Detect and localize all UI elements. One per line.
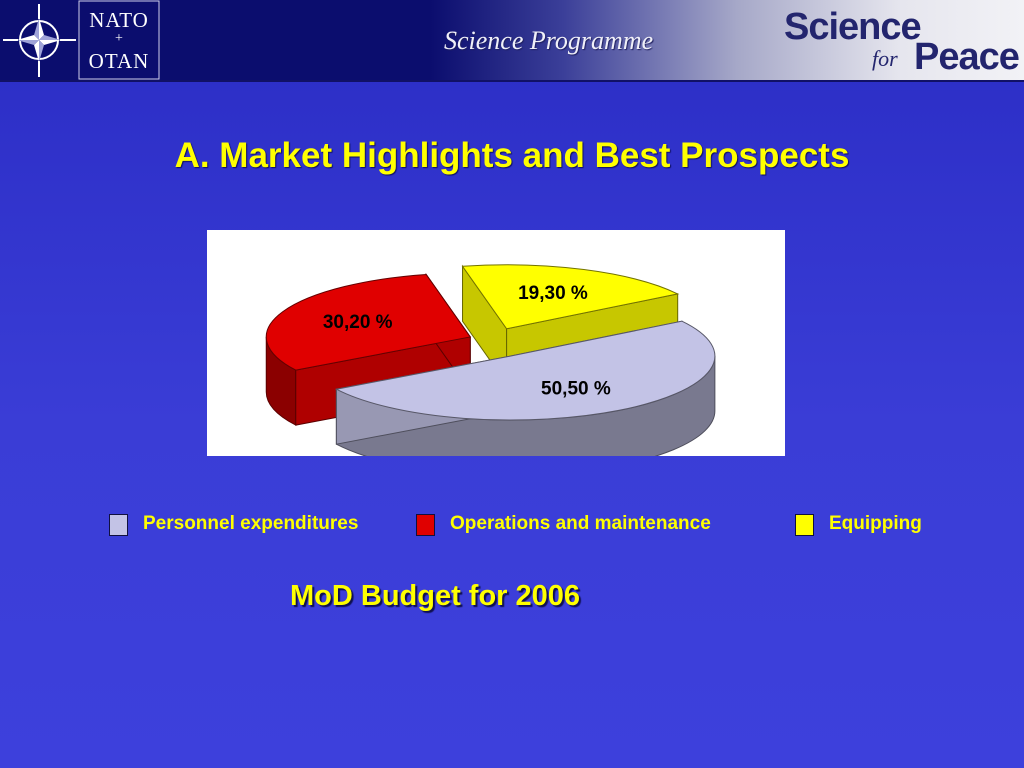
- pie-slice-top-2: [461, 264, 680, 330]
- pie-chart-panel: 50,50 % 30,20 % 19,30 %: [207, 230, 785, 456]
- nato-line: NATO: [89, 8, 149, 32]
- sfp-for-word: for: [872, 46, 898, 71]
- chart-legend: Personnel expenditures Operations and ma…: [0, 510, 1024, 540]
- pie-data-label-2: 19,30 %: [518, 283, 588, 304]
- pie-slice-top-1: [265, 273, 472, 371]
- sfp-peace-word: Peace: [914, 36, 1020, 78]
- legend-label-personnel: Personnel expenditures: [143, 513, 359, 534]
- nato-compass-logo: [0, 0, 160, 80]
- otan-line: OTAN: [88, 49, 150, 73]
- slide-title: A. Market Highlights and Best Prospects: [174, 136, 850, 175]
- sfp-science-word: Science: [784, 6, 922, 48]
- nato-otan-wordmark: NATO + OTAN: [80, 2, 158, 78]
- header-banner: NATO + OTAN Science Programme Science fo…: [0, 0, 1024, 80]
- pie-data-label-0: 50,50 %: [541, 379, 611, 400]
- legend-label-equipping: Equipping: [829, 513, 922, 534]
- legend-swatch-operations: [416, 514, 435, 536]
- pie-slice-0: [334, 320, 716, 456]
- pie-data-label-1: 30,20 %: [323, 312, 393, 333]
- legend-label-operations: Operations and maintenance: [450, 513, 711, 534]
- legend-swatch-equipping: [795, 514, 814, 536]
- nato-separator: +: [115, 31, 123, 46]
- banner-divider: [0, 80, 1024, 82]
- science-programme-title: Science Programme: [444, 26, 654, 55]
- chart-subtitle: MoD Budget for 2006: [290, 580, 581, 612]
- pie-chart: 50,50 % 30,20 % 19,30 %: [265, 264, 716, 456]
- pie-slice-top-0: [334, 320, 716, 421]
- legend-swatch-personnel: [109, 514, 128, 536]
- science-for-peace-logo: Science for Peace: [784, 6, 1020, 78]
